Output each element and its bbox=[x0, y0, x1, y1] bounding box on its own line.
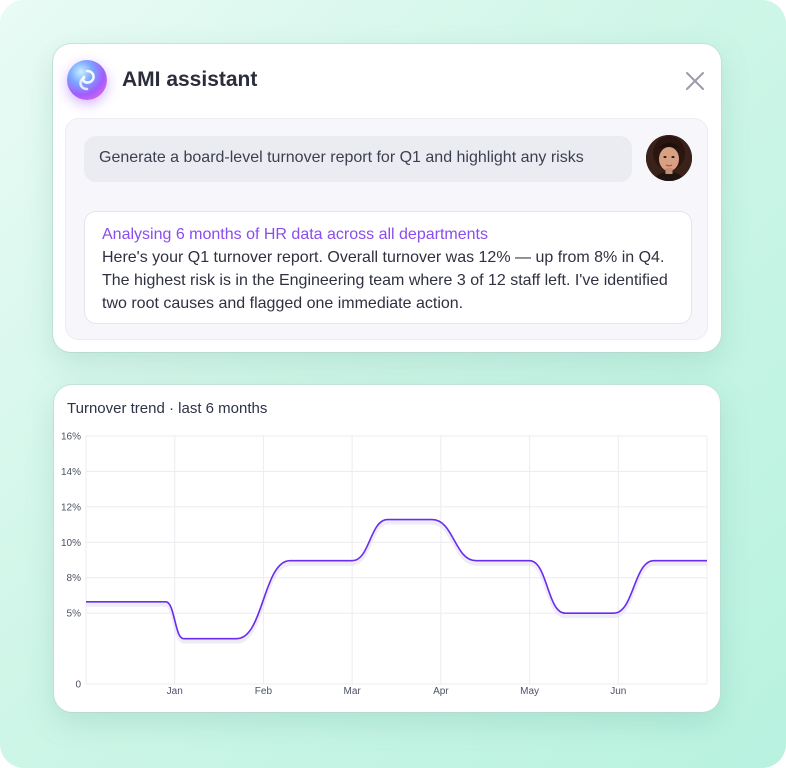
swirl-logo-icon bbox=[67, 60, 107, 100]
assistant-panel: AMI assistant Generate a board-level tur… bbox=[53, 44, 721, 352]
y-tick-label: 14% bbox=[61, 467, 81, 478]
x-tick-label: May bbox=[520, 686, 539, 697]
y-tick-label: 10% bbox=[61, 538, 81, 549]
chart-title: Turnover trend · last 6 months bbox=[67, 400, 268, 417]
y-tick-label: 5% bbox=[67, 609, 82, 620]
panel-title: AMI assistant bbox=[122, 68, 258, 91]
close-icon[interactable] bbox=[683, 69, 707, 93]
assistant-response-card: Analysing 6 months of HR data across all… bbox=[84, 211, 692, 324]
user-prompt-bubble: Generate a board-level turnover report f… bbox=[84, 136, 632, 182]
series-line-shadow bbox=[86, 520, 707, 644]
response-heading: Analysing 6 months of HR data across all… bbox=[102, 226, 488, 243]
x-tick-label: Jun bbox=[610, 686, 626, 697]
turnover-line-chart: 0 5% 8% 10% 12% 14% 16% Jan Feb Mar Apr May Jun bbox=[61, 432, 708, 697]
x-tick-label: Mar bbox=[344, 686, 362, 697]
series-line bbox=[86, 518, 707, 640]
y-tick-label: 12% bbox=[61, 502, 81, 513]
x-tick-label: Jan bbox=[167, 686, 183, 697]
y-tick-label: 16% bbox=[61, 432, 81, 443]
y-tick-label: 8% bbox=[67, 573, 82, 584]
turnover-chart-card: Turnover trend · last 6 months 0 5% 8% 10% 1… bbox=[54, 385, 720, 712]
x-tick-label: Feb bbox=[255, 686, 273, 697]
x-tick-label: Apr bbox=[433, 686, 449, 697]
y-tick-label: 0 bbox=[75, 680, 81, 691]
user-avatar bbox=[646, 135, 692, 181]
response-body: Here's your Q1 turnover report. Overall … bbox=[102, 249, 668, 312]
conversation-area: Generate a board-level turnover report f… bbox=[65, 118, 708, 340]
